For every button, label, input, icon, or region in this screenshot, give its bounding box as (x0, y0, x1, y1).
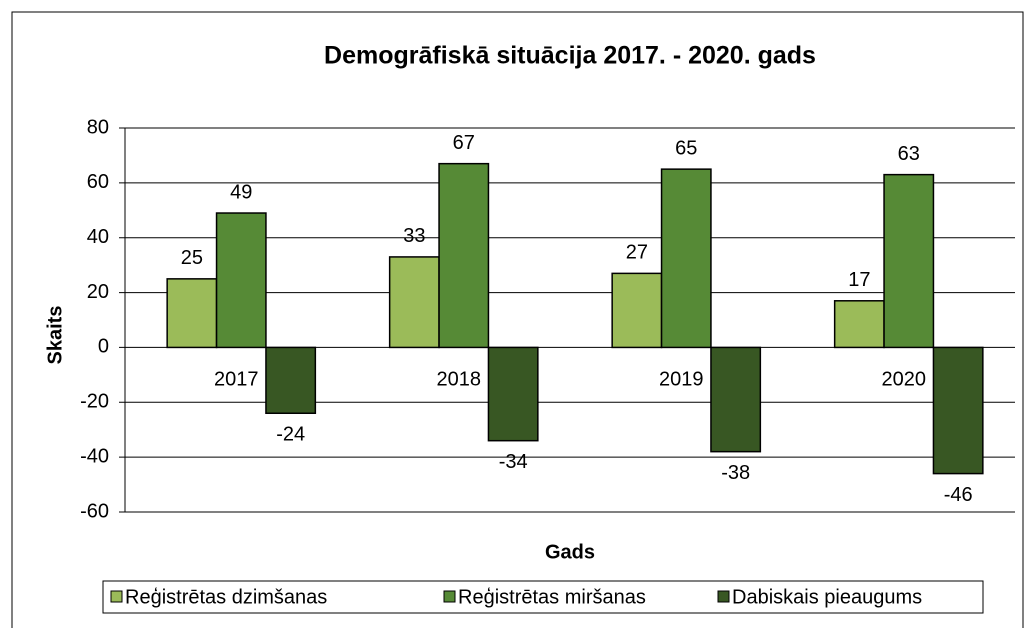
bar (388, 256, 440, 349)
value-label: 25 (181, 247, 203, 269)
y-tick-label: 40 (87, 226, 109, 248)
legend-swatch (110, 590, 123, 603)
chart-title: Demogrāfiskā situācija 2017. - 2020. gad… (324, 42, 816, 70)
legend-swatch (443, 590, 456, 603)
x-tick-label: 2017 (214, 369, 259, 391)
x-tick-label: 2019 (659, 369, 704, 391)
legend-label: Dabiskais pieaugums (732, 586, 922, 608)
y-tick-label: 80 (87, 116, 109, 138)
x-tick-label: 2018 (437, 369, 482, 391)
y-tick-label: 0 (98, 336, 109, 358)
value-label: 65 (675, 137, 697, 159)
value-label: 63 (898, 143, 920, 165)
legend-box (102, 580, 984, 614)
value-label: 27 (626, 242, 648, 264)
y-tick-label: -60 (80, 500, 109, 522)
y-axis-label: Skaits (44, 306, 66, 365)
y-tick-label: 20 (87, 281, 109, 303)
bar (611, 272, 663, 349)
bar (487, 346, 539, 442)
bar (660, 168, 712, 349)
value-label: -46 (944, 484, 973, 506)
x-axis-label: Gads (545, 541, 595, 563)
value-label: 49 (230, 181, 252, 203)
value-label: 33 (403, 225, 425, 247)
bar (438, 162, 490, 349)
bar (710, 346, 762, 453)
value-label: -34 (499, 451, 528, 473)
y-tick-label: -20 (80, 391, 109, 413)
bar (883, 173, 935, 349)
bar (833, 300, 885, 349)
bar (215, 212, 267, 349)
bar (265, 346, 317, 415)
bar (932, 346, 984, 475)
legend-label: Reģistrētas miršanas (458, 586, 646, 608)
bar (166, 278, 218, 349)
y-tick-label: 60 (87, 171, 109, 193)
value-label: -24 (276, 424, 305, 446)
value-label: 67 (453, 132, 475, 154)
legend-swatch (717, 590, 730, 603)
y-tick-label: -40 (80, 445, 109, 467)
value-label: 17 (848, 269, 870, 291)
value-label: -38 (721, 462, 750, 484)
legend-label: Reģistrētas dzimšanas (125, 586, 327, 608)
x-tick-label: 2020 (882, 369, 927, 391)
